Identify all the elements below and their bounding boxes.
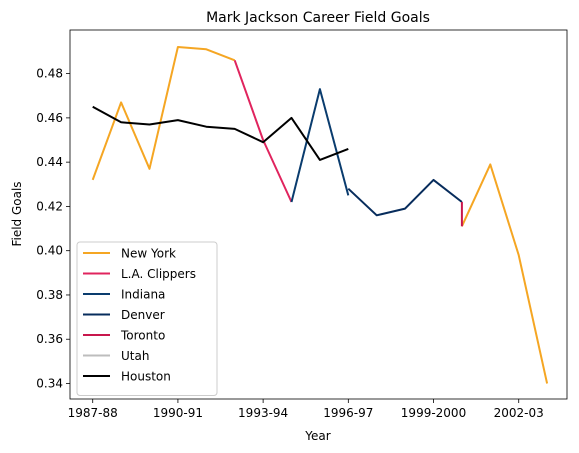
- legend-label: L.A. Clippers: [121, 267, 196, 281]
- y-tick-label: 0.42: [36, 199, 63, 213]
- legend-label: Indiana: [121, 288, 165, 302]
- series-line-houston-7: [92, 105, 349, 161]
- legend-label: Denver: [121, 308, 165, 322]
- series-line-denver-4: [347, 178, 463, 217]
- y-tick-label: 0.46: [36, 111, 63, 125]
- legend-label: Utah: [121, 349, 149, 363]
- y-axis: 0.34 0.36 0.38 0.40 0.42 0.44 0.46 0.48: [36, 67, 70, 391]
- x-tick-label: 1999-2000: [401, 406, 466, 420]
- x-axis-label: Year: [304, 429, 330, 443]
- plot-lines: [91, 46, 549, 384]
- y-axis-label: Field Goals: [10, 181, 24, 246]
- x-tick-label: 1996-97: [323, 406, 373, 420]
- legend-box: [76, 241, 218, 396]
- x-tick-label: 1993-94: [238, 406, 288, 420]
- legend-label: New York: [121, 247, 176, 261]
- y-tick-label: 0.44: [36, 155, 63, 169]
- y-tick-label: 0.38: [36, 288, 63, 302]
- chart-title: Mark Jackson Career Field Goals: [206, 10, 430, 26]
- y-tick-label: 0.48: [36, 67, 63, 81]
- y-tick-label: 0.34: [36, 377, 63, 391]
- legend-label: Houston: [121, 370, 171, 384]
- y-tick-label: 0.40: [36, 244, 63, 258]
- x-axis: 1987-88 1990-91 1993-94 1996-97 1999-2000 200…: [68, 399, 544, 420]
- x-tick-label: 1990-91: [153, 406, 203, 420]
- series-line-new-york-0: [91, 46, 236, 181]
- legend: New York L.A. Clippers Indiana Denver Toront…: [76, 241, 218, 396]
- x-tick-label: 1987-88: [68, 406, 118, 420]
- plot-frame: [69, 29, 568, 400]
- series-line-new-york-1: [460, 163, 549, 384]
- y-tick-label: 0.36: [36, 332, 63, 346]
- series-line-l-a-clippers-2: [233, 59, 293, 203]
- x-tick-label: 2002-03: [494, 406, 544, 420]
- legend-label: Toronto: [120, 329, 165, 343]
- series-line-indiana-3: [290, 88, 350, 203]
